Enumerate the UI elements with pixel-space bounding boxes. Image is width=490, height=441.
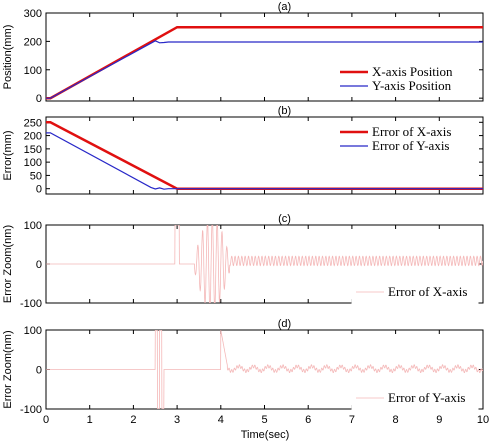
panel-title-1: (b)	[278, 105, 291, 117]
x-tick-label: 8	[393, 414, 399, 426]
y-axis-label-1: Error(mm)	[2, 130, 14, 180]
y-tick-label-0: 0	[36, 93, 42, 105]
legend-box-3	[351, 388, 479, 410]
y-tick-label-1: 150	[24, 144, 42, 156]
panel-title-0: (a)	[278, 1, 291, 13]
y-tick-label-2: 0	[36, 259, 42, 271]
y-tick-label-3: -100	[20, 404, 42, 416]
y-tick-label-1: 50	[30, 170, 42, 182]
x-axis-label: Time(sec)	[241, 429, 289, 441]
legend-label-2-0: Error of X-axis	[388, 284, 467, 299]
x-tick-label: 2	[130, 414, 136, 426]
x-tick-label: 7	[349, 414, 355, 426]
y-tick-label-1: 0	[36, 184, 42, 196]
y-tick-label-0: 200	[24, 36, 42, 48]
x-tick-label: 3	[174, 414, 180, 426]
series-line-3-0	[46, 330, 483, 409]
y-tick-label-2: -100	[20, 298, 42, 310]
x-tick-label: 9	[436, 414, 442, 426]
series-line-0-1	[46, 40, 483, 99]
legend-label-1-0: Error of X-axis	[372, 124, 451, 139]
x-tick-label: 6	[305, 414, 311, 426]
x-tick-label: 10	[477, 414, 489, 426]
legend-label-3-0: Error of Y-axis	[388, 390, 466, 405]
series-line-1-1	[46, 132, 483, 190]
x-tick-label: 4	[218, 414, 224, 426]
x-tick-label: 0	[43, 414, 49, 426]
x-tick-label: 1	[87, 414, 93, 426]
legend-label-0-0: X-axis Position	[372, 64, 453, 79]
y-tick-label-0: 100	[24, 65, 42, 77]
x-tick-label: 5	[261, 414, 267, 426]
y-axis-label-3: Error Zoom(nm)	[2, 330, 14, 408]
panel-title-3: (d)	[278, 318, 291, 330]
y-tick-label-0: 300	[24, 8, 42, 20]
legend-box-1	[335, 122, 477, 154]
legend-label-1-1: Error of Y-axis	[372, 138, 450, 153]
series-line-2-0	[46, 225, 483, 303]
legend-label-0-1: Y-axis Position	[372, 78, 452, 93]
y-tick-label-1: 200	[24, 131, 42, 143]
y-tick-label-3: 100	[24, 325, 42, 337]
y-axis-label-2: Error Zoom(nm)	[2, 225, 14, 303]
panel-title-2: (c)	[278, 213, 291, 225]
y-tick-label-1: 100	[24, 157, 42, 169]
y-tick-label-1: 250	[24, 117, 42, 129]
y-tick-label-3: 0	[36, 365, 42, 377]
y-tick-label-2: 100	[24, 220, 42, 232]
legend-box-2	[351, 282, 479, 304]
legend-box-0	[335, 62, 477, 94]
y-axis-label-0: Position(mm)	[2, 25, 14, 90]
